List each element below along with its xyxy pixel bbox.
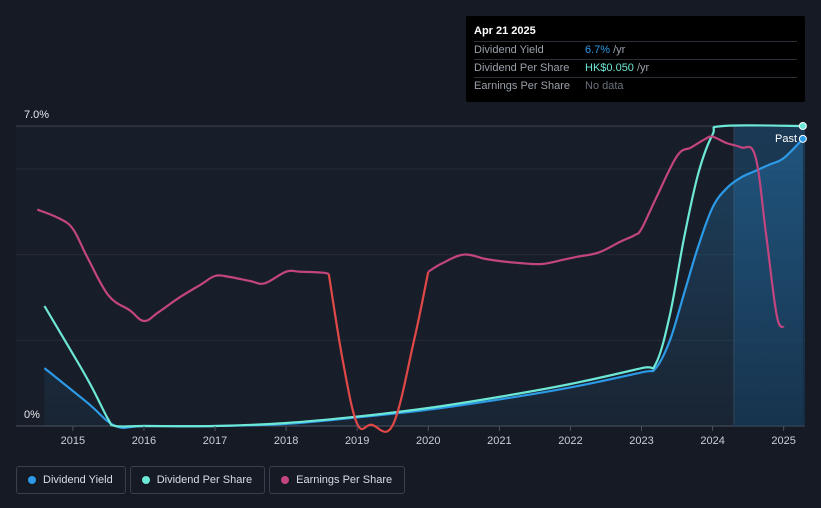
earnings-per-share-line (36, 208, 329, 323)
earnings-per-share-line-negative (327, 271, 430, 433)
legend-dot-icon (141, 476, 150, 484)
tooltip-date: Apr 21 2025 (474, 25, 536, 37)
legend-dot-icon (28, 476, 36, 484)
legend-label: Dividend Yield (43, 474, 113, 486)
legend-item-dividend-yield[interactable]: Dividend Yield (16, 466, 126, 494)
x-tick-label: 2022 (558, 435, 582, 447)
legend-label: Earnings Per Share (296, 474, 393, 486)
tooltip-label: Dividend Per Share (474, 62, 570, 74)
tooltip-label: Earnings Per Share (474, 80, 570, 92)
x-tick-label: 2021 (487, 435, 511, 447)
y-axis-top-label: 7.0% (24, 109, 49, 121)
x-tick-label: 2023 (629, 435, 653, 447)
dividend-per-share-line (43, 124, 803, 428)
tooltip-value: No data (585, 80, 624, 92)
x-tick-label: 2018 (274, 435, 298, 447)
tooltip-row-dividend-per-share: Dividend Per Share HK$0.050 /yr (474, 59, 797, 77)
tooltip-row-earnings-per-share: Earnings Per Share No data (474, 77, 797, 95)
tooltip-unit: /yr (613, 44, 626, 56)
x-tick-label: 2019 (345, 435, 369, 447)
legend-item-dividend-per-share[interactable]: Dividend Per Share (129, 466, 266, 494)
x-tick-label: 2020 (416, 435, 440, 447)
x-tick-label: 2015 (61, 435, 85, 447)
x-axis: 2015 2016 2017 2018 2019 2020 2021 2022 2023 2024… (61, 426, 796, 447)
marker-layer (798, 122, 807, 143)
legend-label: Dividend Per Share (156, 474, 253, 486)
dividend-yield-end-marker (798, 134, 807, 143)
tooltip-panel: Apr 21 2025 Dividend Yield 6.7% /yr Divi… (466, 16, 805, 102)
x-tick-label: 2016 (132, 435, 156, 447)
series-layer (36, 124, 804, 433)
past-label: Past (775, 133, 797, 145)
y-axis-bottom-label: 0% (24, 409, 40, 421)
tooltip-label: Dividend Yield (474, 44, 544, 56)
tooltip-unit: /yr (636, 62, 650, 74)
x-tick-label: 2024 (700, 435, 724, 447)
x-tick-label: 2025 (771, 435, 795, 447)
legend-dot-icon (281, 476, 290, 484)
dividend-yield-area (44, 138, 803, 428)
dividend-per-share-end-marker (798, 122, 807, 130)
tooltip-row-dividend-yield: Dividend Yield 6.7% /yr (474, 41, 797, 59)
chart-legend: Dividend Yield Dividend Per Share Earnin… (16, 466, 406, 494)
tooltip-value: HK$0.050 (585, 62, 634, 74)
tooltip-value: 6.7% (585, 44, 611, 56)
legend-item-earnings-per-share[interactable]: Earnings Per Share (269, 466, 406, 494)
x-tick-label: 2017 (203, 435, 227, 447)
earnings-per-share-line (427, 135, 785, 329)
